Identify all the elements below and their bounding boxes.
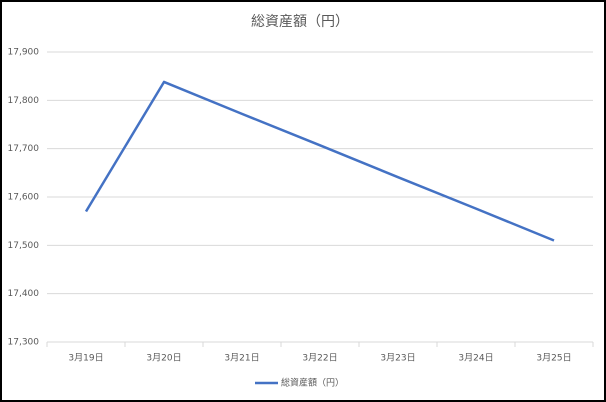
data-line	[84, 80, 555, 242]
x-tick-label: 3月25日	[536, 353, 571, 364]
y-tick-label: 17,600	[8, 193, 40, 203]
x-tick-label: 3月21日	[224, 353, 259, 364]
legend-label: 総資産額（円）	[281, 377, 344, 389]
chart-title: 総資産額（円）	[251, 14, 349, 30]
x-tick-label: 3月22日	[302, 353, 337, 364]
y-tick-label: 17,400	[8, 289, 40, 299]
x-tick-label: 3月19日	[68, 353, 103, 364]
y-tick-label: 17,300	[8, 338, 40, 348]
x-tick-label: 3月24日	[458, 353, 493, 364]
y-tick-label: 17,800	[8, 96, 40, 106]
x-tick-label: 3月20日	[146, 353, 181, 364]
y-tick-label: 17,900	[8, 48, 40, 58]
y-tick-label: 17,500	[8, 241, 40, 251]
x-tick-label: 3月23日	[380, 353, 415, 364]
y-tick-label: 17,700	[8, 144, 40, 154]
